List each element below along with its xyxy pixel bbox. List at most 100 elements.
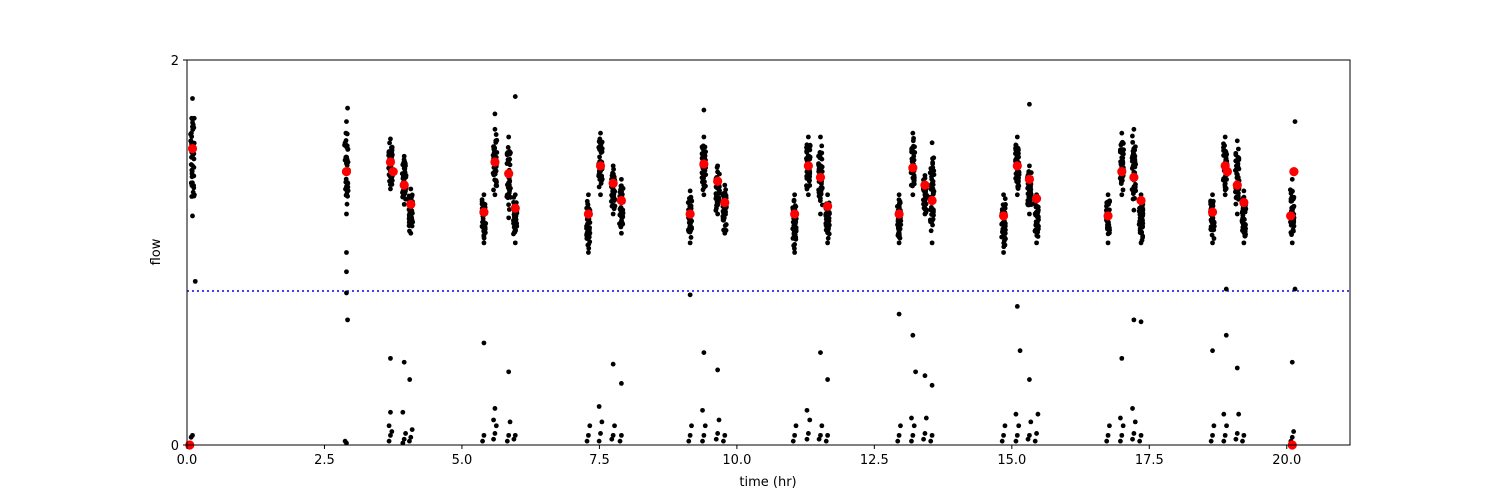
raw-point bbox=[896, 197, 902, 203]
raw-point bbox=[494, 137, 500, 143]
raw-point bbox=[826, 218, 832, 224]
raw-point bbox=[1014, 304, 1020, 309]
raw-point bbox=[584, 223, 589, 229]
raw-point bbox=[928, 228, 934, 234]
mean-point bbox=[1129, 172, 1139, 183]
raw-point bbox=[792, 432, 798, 438]
raw-point bbox=[819, 423, 825, 429]
raw-point bbox=[1025, 201, 1031, 207]
raw-point bbox=[493, 178, 499, 183]
raw-point bbox=[1292, 119, 1298, 124]
raw-point bbox=[1104, 438, 1110, 444]
raw-point bbox=[1130, 139, 1136, 145]
mean-point bbox=[720, 197, 730, 208]
raw-point bbox=[792, 242, 798, 247]
raw-point bbox=[493, 423, 499, 429]
x-tick-label: 7.5 bbox=[589, 453, 610, 468]
raw-point bbox=[922, 431, 928, 436]
raw-point bbox=[804, 183, 809, 189]
raw-point bbox=[506, 432, 512, 438]
mean-point bbox=[1012, 161, 1022, 171]
raw-point bbox=[1223, 286, 1229, 292]
raw-point bbox=[1001, 192, 1006, 198]
raw-point bbox=[1001, 240, 1007, 246]
raw-point bbox=[687, 240, 693, 246]
raw-point bbox=[1208, 438, 1214, 444]
raw-point bbox=[1032, 438, 1038, 444]
raw-point bbox=[1119, 432, 1125, 438]
raw-point bbox=[702, 168, 708, 173]
raw-point bbox=[344, 154, 350, 160]
raw-point bbox=[807, 174, 813, 179]
raw-point bbox=[190, 127, 196, 133]
raw-point bbox=[189, 134, 195, 140]
raw-point bbox=[687, 188, 693, 194]
mean-point bbox=[908, 163, 918, 173]
raw-point bbox=[1221, 438, 1227, 444]
plot-background bbox=[187, 60, 1350, 445]
raw-point bbox=[512, 94, 518, 99]
raw-point bbox=[816, 161, 821, 167]
raw-point bbox=[598, 180, 604, 186]
raw-point bbox=[819, 143, 825, 149]
raw-point bbox=[896, 240, 902, 246]
raw-point bbox=[1289, 188, 1295, 194]
raw-point bbox=[1289, 359, 1295, 365]
raw-point bbox=[586, 250, 591, 255]
mean-point bbox=[490, 157, 500, 167]
raw-point bbox=[1234, 211, 1240, 217]
raw-point bbox=[409, 223, 415, 229]
raw-point bbox=[407, 438, 412, 444]
raw-point bbox=[1027, 377, 1032, 382]
x-tick-label: 2.5 bbox=[314, 453, 335, 468]
raw-point bbox=[1210, 192, 1215, 198]
raw-point bbox=[825, 432, 831, 438]
raw-point bbox=[620, 221, 626, 227]
mean-point bbox=[608, 178, 618, 188]
raw-point bbox=[1001, 250, 1006, 255]
raw-point bbox=[1118, 438, 1123, 444]
raw-point bbox=[388, 409, 393, 415]
mean-point bbox=[341, 167, 352, 177]
raw-point bbox=[1210, 240, 1215, 246]
raw-point bbox=[344, 440, 349, 446]
raw-point bbox=[895, 226, 901, 231]
raw-point bbox=[1028, 419, 1034, 425]
raw-point bbox=[610, 361, 616, 367]
raw-point bbox=[1241, 188, 1247, 194]
raw-point bbox=[598, 431, 603, 436]
raw-point bbox=[713, 436, 719, 442]
raw-point bbox=[715, 367, 721, 373]
raw-point bbox=[506, 215, 512, 221]
raw-point bbox=[610, 163, 616, 169]
raw-point bbox=[1210, 348, 1215, 354]
mean-point bbox=[699, 159, 709, 169]
raw-point bbox=[1119, 355, 1125, 361]
raw-point bbox=[1240, 438, 1245, 444]
raw-point bbox=[1222, 134, 1228, 140]
raw-point bbox=[910, 192, 916, 198]
raw-point bbox=[401, 160, 407, 166]
raw-point bbox=[807, 417, 813, 423]
raw-point bbox=[818, 185, 824, 191]
raw-point bbox=[511, 220, 517, 226]
raw-point bbox=[609, 436, 615, 442]
raw-point bbox=[400, 409, 406, 415]
raw-point bbox=[929, 140, 935, 146]
raw-point bbox=[400, 176, 406, 181]
x-tick-label: 15.0 bbox=[997, 453, 1026, 468]
raw-point bbox=[1222, 432, 1228, 438]
raw-point bbox=[929, 382, 935, 388]
raw-point bbox=[790, 438, 796, 444]
raw-point bbox=[1133, 161, 1139, 167]
raw-point bbox=[507, 419, 513, 425]
raw-point bbox=[1034, 240, 1039, 246]
raw-point bbox=[612, 423, 617, 429]
raw-point bbox=[190, 213, 195, 219]
raw-point bbox=[1130, 436, 1135, 442]
mean-point bbox=[583, 209, 594, 219]
raw-point bbox=[189, 174, 195, 180]
mean-point bbox=[1222, 167, 1232, 177]
raw-point bbox=[505, 192, 511, 198]
raw-point bbox=[1221, 147, 1227, 153]
